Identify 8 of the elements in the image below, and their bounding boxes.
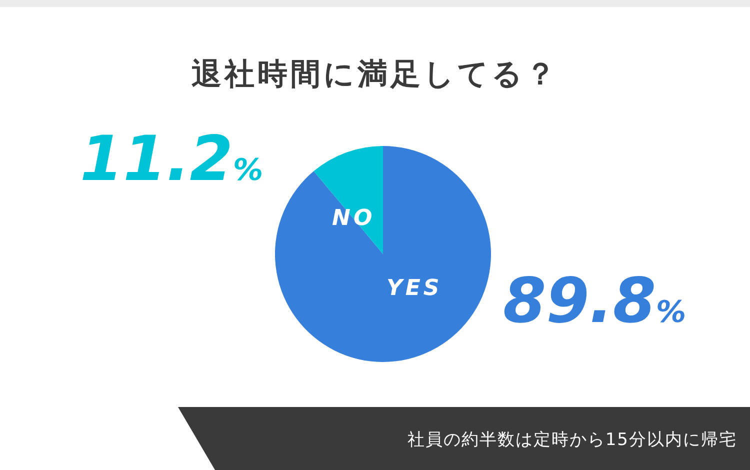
pie-slice	[275, 146, 491, 362]
slice-label: NO	[332, 206, 376, 232]
pie-slice	[314, 146, 383, 254]
slice-label: YES	[386, 276, 442, 301]
data-label: 11.2%	[80, 122, 263, 195]
chart-title: 退社時間に満足してる？	[192, 57, 558, 92]
text: 社員の約半数は定時から15分以内に帰宅	[407, 430, 737, 450]
data-label: 89.8%	[503, 264, 686, 337]
